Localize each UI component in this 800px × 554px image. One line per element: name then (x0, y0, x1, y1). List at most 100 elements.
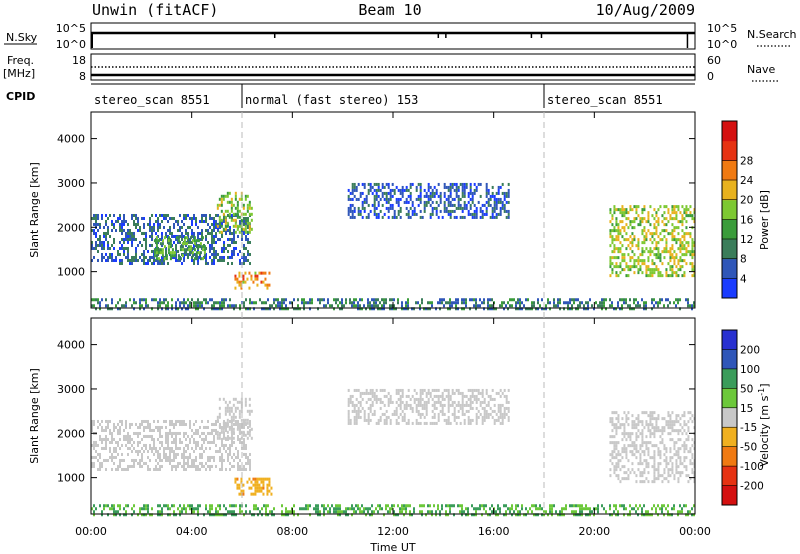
velocity-cell (485, 412, 488, 416)
power-cell (691, 274, 694, 278)
power-cell (242, 212, 245, 216)
power-cell (675, 271, 678, 275)
velocity-cell (551, 507, 553, 511)
velocity-cell (581, 504, 583, 508)
power-cell (463, 203, 466, 207)
velocity-cell (501, 412, 504, 416)
velocity-cell (629, 444, 632, 448)
power-cell (293, 307, 295, 311)
velocity-cell (627, 411, 630, 415)
velocity-cell (369, 513, 371, 517)
power-cell (397, 212, 400, 216)
power-cell (111, 307, 113, 311)
power-cell (111, 298, 113, 302)
velocity-cell (633, 471, 636, 475)
power-cell (469, 188, 472, 192)
velocity-cell (617, 474, 620, 478)
power-cell (629, 268, 632, 272)
velocity-cell (437, 412, 440, 416)
power-cell (397, 197, 400, 201)
power-cell (244, 194, 247, 198)
velocity-cell (159, 425, 161, 429)
velocity-cell (685, 504, 687, 508)
power-cell (385, 301, 387, 305)
velocity-cell (443, 397, 446, 401)
velocity-cell (627, 417, 630, 421)
velocity-cell (205, 446, 207, 450)
velocity-cell (657, 453, 660, 457)
power-cell (639, 265, 642, 269)
power-cell (657, 268, 660, 272)
velocity-cell (139, 422, 141, 426)
velocity-cell (223, 504, 225, 508)
power-echoes (91, 182, 696, 311)
colorbar-tick-label: 12 (740, 234, 753, 246)
velocity-cell (651, 414, 654, 418)
power-cell (157, 261, 159, 265)
velocity-cell (113, 449, 115, 453)
power-cell (242, 280, 245, 284)
power-cell (211, 252, 213, 256)
power-cell (181, 307, 183, 311)
velocity-cell (323, 504, 325, 508)
velocity-cell (653, 465, 656, 469)
velocity-cell (113, 428, 115, 432)
velocity-cell (161, 464, 163, 468)
velocity-cell (365, 513, 367, 517)
velocity-cell (453, 504, 455, 508)
velocity-cell (511, 513, 513, 517)
velocity-cell (183, 434, 185, 438)
power-cell (117, 307, 119, 311)
velocity-cell (625, 456, 628, 460)
velocity-cell (141, 422, 143, 426)
power-cell (123, 252, 125, 256)
power-cell (653, 298, 655, 302)
power-cell (429, 212, 432, 216)
power-cell (187, 213, 189, 217)
velocity-cell (189, 437, 191, 441)
power-cell (361, 206, 364, 210)
power-cell (693, 217, 696, 221)
power-cell (367, 188, 370, 192)
velocity-cell (234, 477, 237, 481)
power-cell (119, 252, 121, 256)
velocity-cell (499, 409, 502, 413)
velocity-cell (455, 388, 458, 392)
power-cell (663, 247, 666, 251)
power-cell (193, 252, 195, 256)
power-cell (127, 252, 129, 256)
velocity-cell (625, 414, 628, 418)
velocity-cell (183, 455, 185, 459)
velocity-cell (669, 450, 672, 454)
power-cell (103, 255, 105, 259)
power-cell (675, 256, 678, 260)
velocity-cell (247, 458, 249, 462)
velocity-cell (669, 423, 672, 427)
power-cell (661, 274, 664, 278)
velocity-cell (177, 446, 179, 450)
velocity-cell (193, 431, 195, 435)
power-cell (141, 298, 143, 302)
power-cell (109, 213, 111, 217)
velocity-cell (615, 465, 618, 469)
velocity-cell (207, 455, 209, 459)
power-cell (223, 216, 225, 220)
power-cell (449, 301, 451, 305)
power-cell (183, 222, 185, 226)
power-cell (213, 249, 215, 253)
power-cell (425, 191, 428, 195)
power-cell (159, 251, 162, 255)
power-cell (693, 250, 696, 254)
velocity-cell (407, 421, 410, 425)
power-cell (487, 200, 490, 204)
velocity-cell (393, 504, 395, 508)
velocity-cell (253, 507, 255, 511)
velocity-cell (207, 458, 209, 462)
velocity-cell (687, 420, 690, 424)
power-cell (673, 238, 676, 242)
power-cell (127, 246, 129, 250)
velocity-cell (223, 434, 225, 438)
velocity-cell (209, 504, 211, 508)
velocity-cell (313, 507, 315, 511)
power-cell (383, 212, 386, 216)
